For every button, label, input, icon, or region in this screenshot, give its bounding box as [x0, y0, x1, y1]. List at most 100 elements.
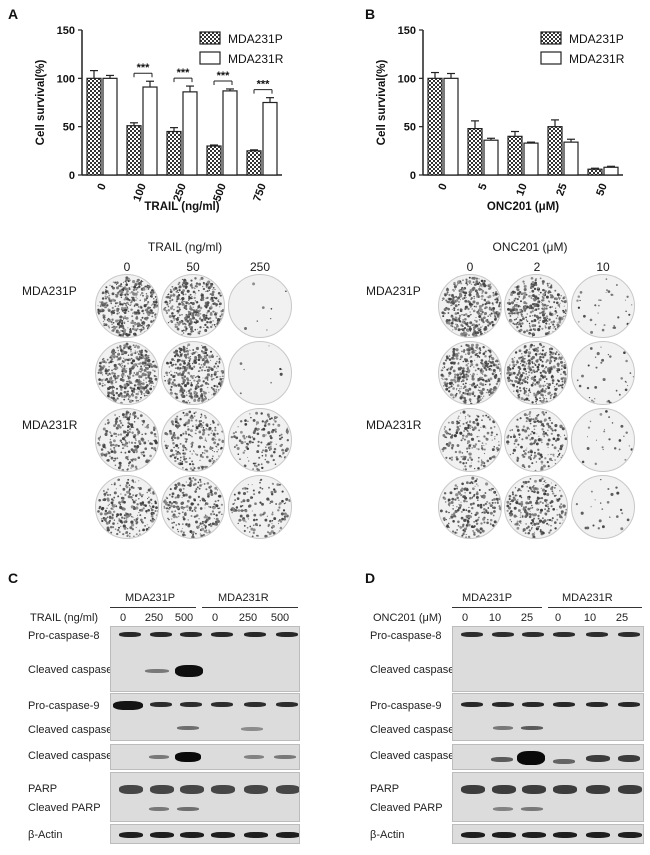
- blot-band: [211, 702, 233, 707]
- bar-chart-trail: 0 50 100 150 Cell survival(%) 0 100 *** 250 *** 50…: [35, 25, 284, 213]
- blot-dose: 0: [461, 612, 469, 624]
- colony-speckle: [239, 345, 283, 395]
- blot-band: [244, 755, 264, 759]
- blot-band: [522, 785, 546, 794]
- colony-speckle: [441, 410, 501, 471]
- blot-dose: 0: [119, 612, 127, 624]
- blot-band: [150, 632, 172, 637]
- blot-row-label: PARP: [370, 783, 400, 795]
- panel-label-a: A: [8, 6, 19, 22]
- colony-dish: [228, 274, 292, 338]
- bar: [427, 77, 443, 176]
- blot-strip: [110, 772, 300, 822]
- blot-dose: 500: [270, 612, 290, 624]
- blot-band: [244, 832, 268, 838]
- colony-dish: [571, 341, 635, 405]
- colony-title-onc201: ONC201 (μM): [492, 240, 568, 254]
- blot-band: [175, 665, 203, 677]
- blot-band: [492, 832, 516, 838]
- colony-speckle: [230, 478, 291, 538]
- colony-speckle: [244, 282, 287, 331]
- panel-label-d: D: [365, 570, 376, 586]
- significance-label: ***: [177, 67, 191, 79]
- blot-strip: [452, 824, 644, 844]
- blot-band: [553, 785, 577, 794]
- colony-row-label: MDA231P: [22, 284, 77, 298]
- blot-band: [119, 832, 143, 838]
- bar: [587, 168, 603, 176]
- bar-chart-onc201: 0 50 100 150 Cell survival(%) 0 5 10 25 50 ONC201 …: [376, 25, 625, 213]
- colony-dose-label: 0: [466, 260, 474, 274]
- colony-speckle: [581, 410, 633, 466]
- blot-band: [553, 702, 575, 707]
- y-axis-label: Cell survival(%): [376, 60, 388, 146]
- blot-group-label: MDA231P: [125, 592, 176, 604]
- colony-dose-label: 250: [249, 260, 271, 274]
- panel-label-b: B: [365, 6, 376, 22]
- blot-group-label: MDA231R: [218, 592, 269, 604]
- colony-dish: [95, 341, 159, 405]
- colony-dish: [161, 475, 225, 539]
- x-tick-label: 250: [171, 182, 189, 203]
- colony-dose-label: 50: [186, 260, 200, 274]
- bar: [507, 135, 523, 176]
- bar: [126, 125, 142, 176]
- colony-dish: [95, 475, 159, 539]
- blot-band: [586, 832, 610, 838]
- blot-band: [180, 785, 204, 794]
- colony-dish: [228, 475, 292, 539]
- blot-band: [274, 755, 296, 759]
- group-bracket: [110, 607, 196, 608]
- blot-band: [618, 702, 640, 707]
- blot-strip: [110, 744, 300, 770]
- blot-treatment-label: TRAIL (ng/ml): [30, 612, 99, 624]
- blot-band: [276, 832, 299, 838]
- blot-row-label: Pro-caspase-8: [28, 630, 100, 642]
- blot-band: [492, 702, 514, 707]
- blot-strip: [110, 626, 300, 692]
- blot-strip: [452, 693, 644, 741]
- x-tick-label: 25: [554, 182, 569, 198]
- blot-band: [586, 702, 608, 707]
- colony-dish: [228, 408, 292, 472]
- blot-band: [522, 632, 544, 637]
- blot-band: [493, 726, 513, 730]
- blot-dose: 25: [615, 612, 629, 624]
- blot-band: [276, 632, 298, 637]
- blot-band: [180, 702, 202, 707]
- colony-speckle: [97, 276, 158, 337]
- blot-row-label: Cleaved caspase-9: [28, 724, 123, 736]
- colony-speckle: [164, 410, 224, 471]
- colony-speckle: [97, 410, 158, 471]
- colony-row-label: MDA231P: [366, 284, 421, 298]
- blot-band: [149, 807, 169, 811]
- legend-swatch: [199, 31, 221, 45]
- y-tick-label: 150: [57, 25, 75, 37]
- colony-speckle: [575, 478, 630, 531]
- colony-dish: [438, 274, 502, 338]
- x-tick-label: 0: [95, 182, 108, 192]
- blot-band: [149, 755, 169, 759]
- x-axis-label: ONC201 (μM): [487, 201, 559, 213]
- blot-dose: 10: [488, 612, 502, 624]
- blot-strip: [452, 626, 644, 692]
- blot-strip: [110, 693, 300, 741]
- colony-row-label: MDA231R: [22, 418, 78, 432]
- blot-row-label: β-Actin: [370, 829, 405, 841]
- colony-speckle: [506, 477, 567, 538]
- blot-row-label: Cleaved caspase-9: [370, 724, 465, 736]
- blot-band: [180, 832, 204, 838]
- bar: [86, 77, 102, 176]
- significance-label: ***: [217, 70, 231, 82]
- blot-band: [244, 632, 266, 637]
- blot-band: [113, 701, 143, 710]
- colony-speckle: [230, 411, 289, 471]
- blot-band: [211, 785, 235, 794]
- colony-speckle: [441, 276, 501, 337]
- significance-label: ***: [257, 79, 271, 91]
- x-tick-label: 10: [514, 182, 529, 198]
- colony-speckle: [163, 343, 224, 404]
- colony-dish: [438, 408, 502, 472]
- colony-speckle: [506, 410, 567, 471]
- blot-band: [491, 757, 513, 762]
